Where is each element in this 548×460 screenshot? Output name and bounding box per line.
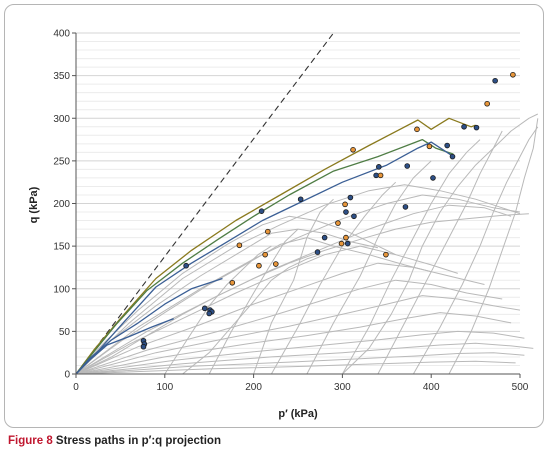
data-point — [426, 143, 433, 150]
grey-stress-path — [208, 228, 299, 375]
data-point — [265, 228, 271, 235]
y-tick-label: 200 — [53, 199, 70, 210]
grey-stress-path — [377, 130, 503, 375]
data-point — [404, 163, 411, 169]
grey-stress-path — [75, 237, 432, 375]
data-point — [256, 262, 262, 269]
y-tick-label: 350 — [53, 71, 70, 82]
grey-stress-path — [75, 228, 379, 375]
grey-stress-path — [75, 194, 521, 375]
data-points — [140, 71, 516, 350]
highlight-stress-path-blue — [75, 277, 223, 375]
grey-stress-path — [75, 279, 503, 375]
grey-stress-path — [182, 254, 321, 375]
data-point — [449, 153, 456, 160]
grey-stress-path — [306, 160, 432, 375]
data-point — [402, 204, 409, 210]
x-tick-label: 100 — [156, 382, 173, 393]
grey-stress-path — [75, 213, 529, 375]
data-point — [206, 310, 213, 317]
x-tick-label: 300 — [334, 382, 351, 393]
axes — [72, 32, 521, 378]
data-point — [321, 234, 328, 241]
y-tick-label: 0 — [64, 370, 70, 381]
figure-number: Figure 8 — [8, 435, 53, 447]
highlight-stress-path-blue — [75, 141, 454, 375]
reference-line — [75, 32, 334, 375]
data-point — [350, 146, 356, 153]
data-point — [236, 242, 243, 249]
data-point — [342, 201, 348, 208]
data-point — [140, 343, 147, 350]
x-tick-label: 500 — [512, 382, 529, 393]
data-point — [484, 100, 490, 107]
x-tick-label: 200 — [245, 382, 262, 393]
data-point — [314, 249, 321, 255]
grey-stress-paths — [75, 113, 539, 375]
data-point — [430, 175, 436, 181]
highlight-stress-path-green — [75, 138, 454, 375]
reference-line-group — [75, 32, 334, 375]
grey-stress-path — [75, 330, 525, 375]
data-point — [297, 196, 304, 203]
grey-stress-path — [270, 181, 397, 375]
x-tick-label: 400 — [423, 382, 440, 393]
data-point — [262, 251, 268, 258]
grey-stress-path — [412, 126, 539, 375]
grey-stress-path — [75, 360, 516, 375]
data-point — [258, 208, 265, 214]
x-tick-label: 0 — [73, 382, 79, 393]
tick-labels: 0 100 200 300 400 500 0 50 100 150 200 250 300 350 400 — [53, 29, 528, 394]
highlight-stress-path-olive — [75, 117, 476, 375]
grey-stress-path — [164, 245, 272, 375]
grey-stress-path — [341, 139, 481, 375]
y-tick-label: 300 — [53, 114, 70, 125]
grey-stress-path — [75, 245, 458, 375]
y-tick-label: 50 — [59, 327, 71, 338]
data-point — [335, 220, 341, 226]
figure-title: Stress paths in p′:q projection — [52, 435, 221, 447]
highlight-stress-path-blue — [75, 317, 174, 375]
data-point — [201, 305, 208, 312]
data-point — [338, 240, 345, 247]
data-point — [414, 126, 420, 133]
data-point — [351, 213, 357, 220]
data-point — [461, 123, 467, 130]
x-axis-title: p′ (kPa) — [278, 408, 318, 420]
figure-caption: Figure 8 Stress paths in p′:q projection — [8, 435, 221, 447]
grey-stress-path — [75, 312, 512, 375]
data-point — [347, 194, 354, 201]
data-point — [383, 251, 389, 258]
data-point — [510, 71, 516, 78]
data-point — [444, 142, 450, 149]
grey-stress-path — [75, 342, 534, 375]
stress-path-chart: 0 100 200 300 400 500 0 50 100 150 200 250 300 350 400… — [28, 29, 539, 420]
y-tick-label: 150 — [53, 242, 70, 253]
figure-frame: 0 100 200 300 400 500 0 50 100 150 200 250 300 350 400… — [4, 4, 544, 428]
data-point — [183, 262, 189, 269]
y-tick-label: 250 — [53, 156, 70, 167]
data-point — [473, 124, 480, 131]
data-point — [492, 77, 498, 84]
grey-stress-path — [342, 113, 539, 375]
data-point — [229, 279, 236, 286]
y-axis-title: q (kPa) — [28, 186, 40, 223]
grey-stress-path — [75, 215, 396, 375]
grey-stress-path — [448, 118, 539, 375]
data-point — [343, 234, 349, 241]
grey-stress-path — [75, 295, 521, 375]
data-point — [343, 209, 349, 215]
y-tick-label: 100 — [53, 284, 70, 295]
grey-stress-path — [75, 184, 521, 375]
data-point — [272, 261, 279, 267]
data-point — [376, 164, 382, 170]
y-tick-label: 400 — [53, 29, 70, 40]
highlight-stress-paths — [75, 117, 476, 375]
data-point — [344, 240, 351, 247]
data-point — [377, 172, 384, 179]
